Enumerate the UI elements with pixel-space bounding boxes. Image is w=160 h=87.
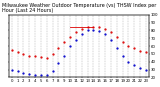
Text: Milwaukee Weather Outdoor Temperature (vs) THSW Index per Hour (Last 24 Hours): Milwaukee Weather Outdoor Temperature (v… (2, 3, 156, 13)
